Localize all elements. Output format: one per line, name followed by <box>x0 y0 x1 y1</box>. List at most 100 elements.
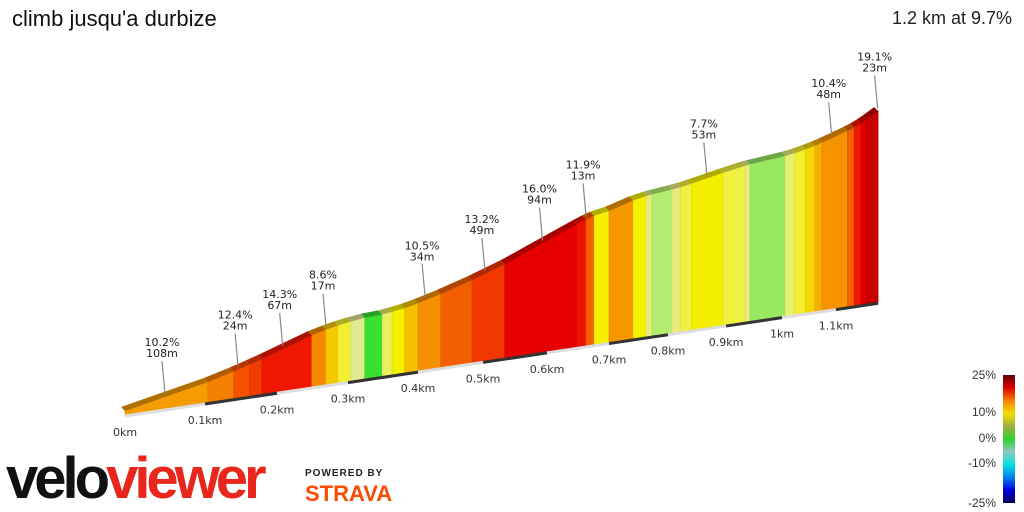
annotation-leader <box>279 313 284 347</box>
profile-top-edge <box>257 331 312 360</box>
x-tick-label: 0.3km <box>331 393 366 406</box>
annotation-length: 48m <box>816 88 841 101</box>
profile-top-edge <box>856 115 867 124</box>
annotation-length: 13m <box>571 169 596 182</box>
annotation-grade: 16.0% <box>522 182 557 195</box>
profile-segment <box>784 152 796 317</box>
legend-label: -10% <box>967 456 996 470</box>
profile-segment <box>504 223 578 359</box>
profile-segment <box>325 324 339 386</box>
profile-top-edge <box>741 160 751 166</box>
baseline-stripe <box>276 381 349 395</box>
baseline-stripe <box>347 370 419 385</box>
profile-top-edge <box>605 196 634 211</box>
profile-top-edge <box>245 355 262 365</box>
profile-segment <box>821 130 848 312</box>
powered-by-label: POWERED BY <box>305 468 384 479</box>
annotation-leader <box>874 75 879 109</box>
annotation-length: 94m <box>527 193 552 206</box>
annotation-leader <box>234 333 239 367</box>
profile-segment <box>671 186 681 334</box>
annotation-leader <box>828 102 833 136</box>
annotation-length: 24m <box>223 320 248 333</box>
profile-top-edge <box>719 161 746 173</box>
profile-segment <box>417 293 442 372</box>
profile-top-edge <box>668 183 681 190</box>
profile-top-edge <box>467 260 505 281</box>
profile-segment <box>853 122 862 307</box>
gradient-legend-bar <box>1003 375 1015 503</box>
profile-segment <box>804 145 816 314</box>
annotation-grade: 13.2% <box>464 213 499 226</box>
profile-top-edge <box>801 141 815 150</box>
profile-top-edge <box>400 299 418 309</box>
x-tick-label: 1km <box>770 328 794 341</box>
logo-viewer: viewer <box>106 446 267 511</box>
profile-top-edge <box>582 211 595 220</box>
annotation-grade: 10.2% <box>145 336 180 349</box>
annotation-leader <box>481 237 486 271</box>
profile-segment <box>608 199 634 343</box>
baseline-stripe <box>546 342 610 355</box>
profile-segment <box>814 142 823 313</box>
profile-top-edge <box>378 307 393 315</box>
legend-label: 0% <box>978 431 996 445</box>
annotation-length: 49m <box>470 224 495 237</box>
profile-top-edge <box>817 126 848 143</box>
profile-segment <box>249 358 263 397</box>
profile-top-edge <box>746 151 786 165</box>
profile-top-edge <box>572 215 587 225</box>
profile-top-edge <box>642 190 653 197</box>
profile-segment <box>364 313 383 380</box>
annotation-grade: 19.1% <box>857 50 892 63</box>
profile-top-edge <box>500 220 577 265</box>
baseline-stripe <box>608 333 669 346</box>
x-tick-label: 0km <box>113 426 137 439</box>
annotation-leader <box>703 142 708 176</box>
annotation-length: 34m <box>410 250 435 263</box>
profile-segment <box>381 311 393 377</box>
profile-top-edge <box>346 313 365 322</box>
annotation-length: 17m <box>311 280 336 293</box>
x-tick-label: 0.8km <box>651 345 686 358</box>
profile-top-edge <box>629 192 647 201</box>
veloviewer-logo[interactable]: veloviewer <box>6 450 267 508</box>
strava-logo[interactable]: STRAVA <box>305 481 393 506</box>
x-tick-label: 0.7km <box>592 354 627 367</box>
profile-top-edge <box>676 179 692 188</box>
profile-segment <box>404 302 419 374</box>
profile-top-edge <box>781 149 795 156</box>
profile-segment <box>632 195 647 340</box>
profile-top-edge <box>307 325 326 336</box>
annotation-grade: 11.9% <box>566 158 601 171</box>
annotation-grade: 14.3% <box>262 288 297 301</box>
annotation-leader <box>421 264 426 298</box>
annotation-length: 53m <box>692 128 717 141</box>
profile-top-edge <box>203 367 234 382</box>
profile-top-edge <box>843 123 855 131</box>
profile-segment <box>350 317 366 382</box>
annotation-grade: 7.7% <box>690 117 718 130</box>
profile-top-edge <box>121 377 208 411</box>
x-tick-label: 0.1km <box>188 414 223 427</box>
baseline-stripe <box>417 360 484 374</box>
profile-segment <box>722 165 746 326</box>
x-tick-label: 1.1km <box>819 320 854 333</box>
annotation-grade: 8.6% <box>309 269 337 282</box>
profile-top-edge <box>360 310 383 318</box>
x-tick-label: 0.5km <box>466 372 501 385</box>
profile-segment <box>440 279 473 369</box>
profile-segment <box>794 149 806 316</box>
profile-segment <box>651 189 673 337</box>
profile-segment <box>311 329 327 388</box>
profile-segment <box>593 210 610 346</box>
annotation-leader <box>161 360 166 395</box>
profile-segment <box>744 163 751 323</box>
profile-top-edge <box>810 138 822 146</box>
profile-segment <box>585 215 595 347</box>
profile-top-edge <box>414 289 441 304</box>
profile-top-edge <box>590 206 609 216</box>
profile-top-edge <box>648 185 673 195</box>
profile-segment <box>645 193 653 338</box>
